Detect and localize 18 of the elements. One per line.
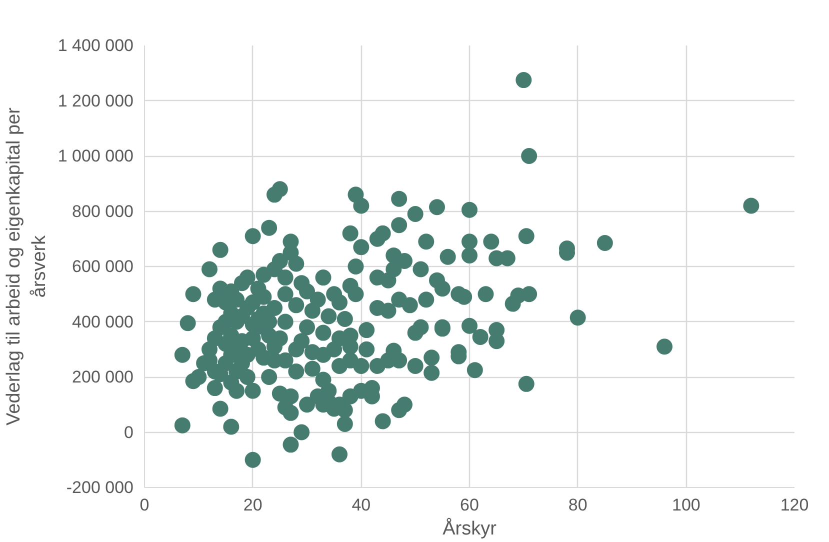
x-tick-label: 120: [780, 496, 809, 514]
x-tick-label: 40: [352, 496, 371, 514]
y-tick-label: 400 000: [72, 312, 134, 332]
y-tick-label: -200 000: [66, 478, 134, 497]
x-tick-label: 100: [672, 496, 700, 514]
x-tick-label: 80: [568, 496, 588, 514]
y-tick-label: 200 000: [72, 368, 134, 386]
y-tick-label: 600 000: [72, 257, 134, 276]
y-axis-title: Vederlag til arbeid og eigenkapital per årsverk: [4, 106, 50, 426]
y-tick-label: 0: [124, 422, 134, 442]
y-tick-label: 1 000 000: [58, 146, 134, 166]
y-tick-label: 1 400 000: [58, 36, 134, 55]
y-tick-label: 800 000: [72, 202, 134, 221]
y-tick-label: 1 200 000: [58, 91, 134, 110]
x-tick-label: 60: [460, 496, 479, 514]
x-tick-label: 20: [243, 496, 262, 514]
x-tick-label: 0: [140, 496, 150, 514]
x-axis-title: Årskyr: [442, 518, 498, 540]
